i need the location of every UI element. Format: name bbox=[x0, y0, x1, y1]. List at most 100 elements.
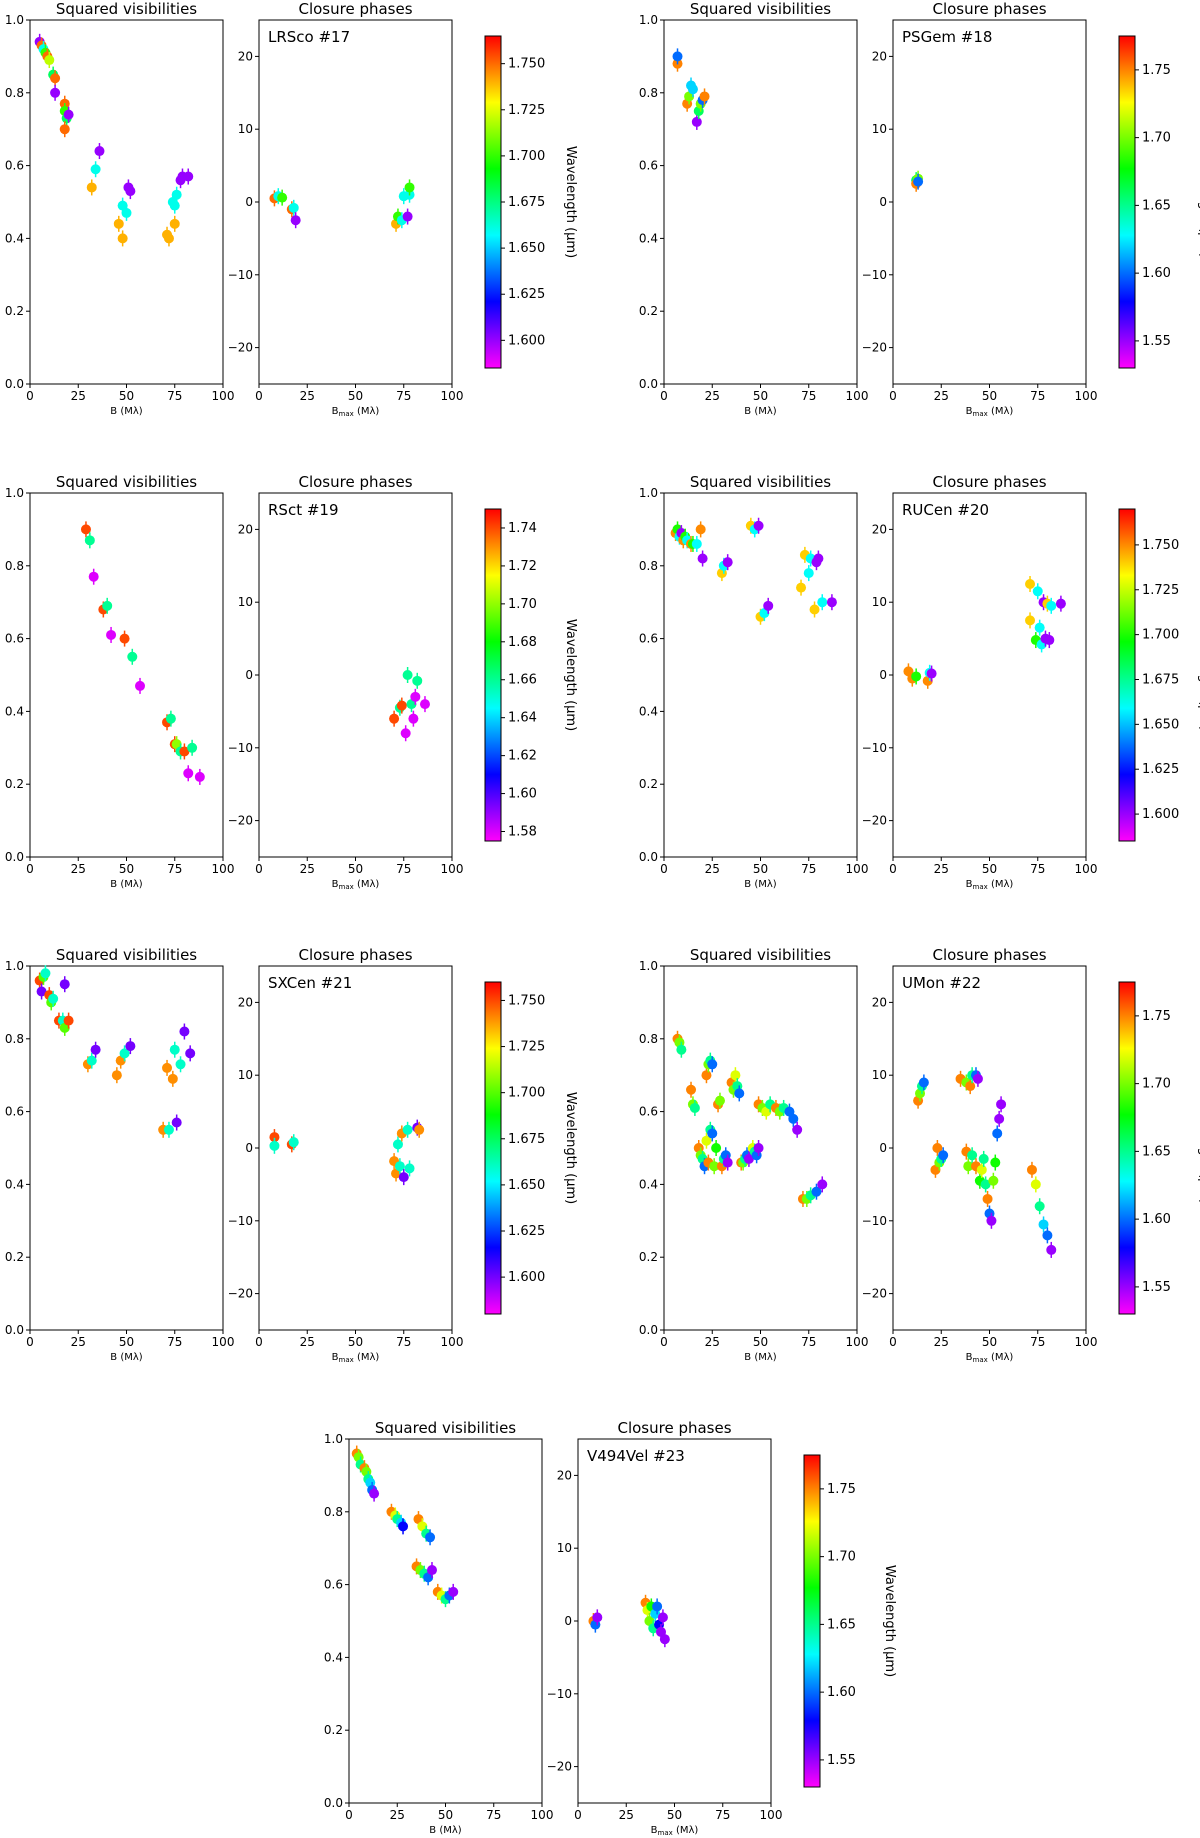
cp-frame bbox=[258, 492, 453, 858]
vis-point bbox=[63, 1015, 74, 1026]
colorbar-tick-label: 1.650 bbox=[1142, 717, 1179, 732]
vis-ytick-label: 1.0 bbox=[639, 959, 658, 973]
cp-xlabel-part: max bbox=[973, 410, 988, 418]
cp-ytick-label: −10 bbox=[862, 268, 887, 282]
cp-xlabel-part: B bbox=[966, 879, 973, 890]
cp-point bbox=[1046, 1244, 1057, 1255]
vis-xtick-label: 25 bbox=[71, 389, 86, 403]
vis-point bbox=[369, 1488, 380, 1499]
vis-xtick-label: 100 bbox=[212, 862, 235, 876]
vis-point bbox=[86, 1055, 97, 1066]
vis-point bbox=[743, 1153, 754, 1164]
colorbar-tick-label: 1.65 bbox=[827, 1617, 856, 1632]
star-label: RUCen #20 bbox=[902, 501, 989, 519]
cp-ytick-label: −20 bbox=[547, 1760, 572, 1774]
colorbar-tick-label: 1.65 bbox=[1142, 1144, 1171, 1159]
cp-point bbox=[414, 1124, 425, 1135]
vis-ytick-label: 0.4 bbox=[5, 231, 24, 245]
colorbar-tick-label: 1.700 bbox=[508, 149, 545, 164]
cp-title: Closure phases bbox=[932, 473, 1046, 491]
cp-ytick-label: 10 bbox=[557, 1541, 572, 1555]
colorbar-label: Wavelength (μm) bbox=[882, 1565, 897, 1677]
colorbar-tick-label: 1.75 bbox=[1142, 1009, 1171, 1024]
cp-ytick-label: −10 bbox=[228, 268, 253, 282]
cp-ytick-label: 20 bbox=[872, 522, 887, 536]
vis-ytick-label: 0.6 bbox=[5, 1105, 24, 1119]
cp-point bbox=[400, 728, 411, 739]
vis-ytick-label: 0.0 bbox=[639, 850, 658, 864]
cp-xlabel: Bmax (Mλ) bbox=[966, 879, 1014, 891]
colorbar-tick-label: 1.62 bbox=[508, 749, 537, 764]
vis-xlabel: B (Mλ) bbox=[110, 406, 142, 417]
cp-frame bbox=[892, 965, 1087, 1331]
vis-point bbox=[714, 1095, 725, 1106]
cp-xlabel-part: B bbox=[332, 1352, 339, 1363]
cp-xlabel: Bmax (Mλ) bbox=[651, 1825, 699, 1837]
cp-ytick-label: 0 bbox=[879, 195, 887, 209]
cp-frame bbox=[892, 19, 1087, 385]
cp-point bbox=[1034, 622, 1045, 633]
vis-point bbox=[811, 1186, 822, 1197]
vis-point bbox=[709, 1161, 720, 1172]
cp-xlabel-part: max bbox=[658, 1829, 673, 1837]
colorbar-tick-label: 1.60 bbox=[1142, 266, 1171, 281]
vis-point bbox=[162, 1062, 173, 1073]
cp-point bbox=[990, 1157, 1001, 1168]
vis-ytick-label: 0.8 bbox=[639, 1032, 658, 1046]
cp-point bbox=[1025, 615, 1036, 626]
cp-point bbox=[918, 1077, 929, 1088]
vis-ytick-label: 0.2 bbox=[639, 1250, 658, 1264]
vis-xtick-label: 50 bbox=[753, 389, 768, 403]
cp-xtick-label: 50 bbox=[982, 1335, 997, 1349]
vis-point bbox=[80, 524, 91, 535]
colorbar bbox=[484, 35, 502, 369]
cp-ytick-label: 0 bbox=[245, 1141, 253, 1155]
vis-ytick-label: 0.2 bbox=[639, 304, 658, 318]
star-label: UMon #22 bbox=[902, 974, 981, 992]
colorbar-tick-label: 1.60 bbox=[508, 787, 537, 802]
cp-xtick-label: 50 bbox=[348, 1335, 363, 1349]
vis-frame bbox=[29, 19, 224, 385]
cp-xlabel-part: B bbox=[966, 1352, 973, 1363]
vis-ytick-label: 1.0 bbox=[5, 13, 24, 27]
colorbar bbox=[1118, 35, 1136, 369]
cp-ytick-label: 0 bbox=[564, 1614, 572, 1628]
cp-point bbox=[402, 670, 413, 680]
colorbar-tick-label: 1.58 bbox=[508, 825, 537, 840]
vis-ytick-label: 0.4 bbox=[639, 704, 658, 718]
cp-xtick-label: 100 bbox=[441, 389, 464, 403]
cp-xlabel-part: max bbox=[973, 1356, 988, 1364]
vis-point bbox=[88, 571, 99, 582]
cp-xlabel-part: B bbox=[332, 406, 339, 417]
vis-xtick-label: 0 bbox=[345, 1808, 353, 1822]
vis-xlabel: B (Mλ) bbox=[110, 1352, 142, 1363]
vis-xtick-label: 50 bbox=[438, 1808, 453, 1822]
cp-xlabel-part: B bbox=[332, 879, 339, 890]
colorbar-tick-label: 1.75 bbox=[1142, 63, 1171, 78]
vis-xlabel: B (Mλ) bbox=[744, 406, 776, 417]
vis-point bbox=[135, 680, 146, 691]
cp-xlabel-part: B bbox=[966, 406, 973, 417]
vis-xtick-label: 50 bbox=[119, 862, 134, 876]
vis-xlabel: B (Mλ) bbox=[744, 879, 776, 890]
cp-ytick-label: 0 bbox=[879, 1141, 887, 1155]
cp-ytick-label: −20 bbox=[862, 814, 887, 828]
vis-point bbox=[171, 189, 182, 200]
star-label: RSct #19 bbox=[268, 501, 339, 519]
colorbar bbox=[484, 981, 502, 1315]
cp-point bbox=[1034, 1201, 1045, 1212]
vis-point bbox=[796, 582, 807, 593]
colorbar-tick-label: 1.650 bbox=[508, 1178, 545, 1193]
vis-point bbox=[689, 1102, 700, 1113]
vis-ytick-label: 0.2 bbox=[5, 304, 24, 318]
cp-point bbox=[288, 202, 299, 213]
vis-title: Squared visibilities bbox=[690, 946, 831, 964]
vis-xtick-label: 75 bbox=[167, 389, 182, 403]
cp-xtick-label: 25 bbox=[934, 862, 949, 876]
cp-point bbox=[396, 700, 407, 711]
cp-point bbox=[1042, 1230, 1053, 1241]
vis-ytick-label: 0.0 bbox=[5, 850, 24, 864]
